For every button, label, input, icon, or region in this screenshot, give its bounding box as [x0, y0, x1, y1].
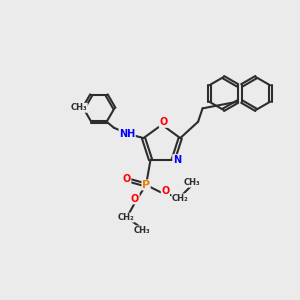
Text: O: O: [161, 186, 169, 196]
Text: N: N: [173, 155, 181, 165]
Text: CH₂: CH₂: [172, 194, 189, 203]
Text: O: O: [159, 117, 167, 128]
Text: CH₂: CH₂: [118, 213, 134, 222]
Text: O: O: [131, 194, 139, 204]
Text: NH: NH: [119, 129, 135, 139]
Text: O: O: [123, 174, 131, 184]
Text: P: P: [142, 180, 150, 190]
Text: CH₃: CH₃: [133, 226, 150, 235]
Text: CH₃: CH₃: [71, 103, 87, 112]
Text: CH₃: CH₃: [184, 178, 200, 187]
